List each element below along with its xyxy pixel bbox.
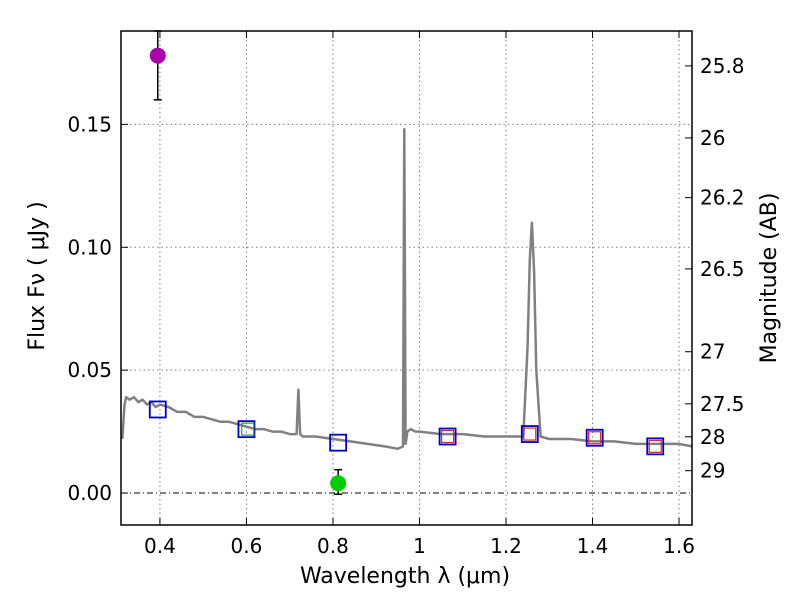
red-box-1.54: [648, 439, 662, 453]
y2-tick-label-4: 27: [700, 340, 725, 364]
magenta-point: [149, 47, 166, 64]
y-ticks: 0.00 0.05 0.10 0.15: [67, 112, 128, 505]
y-axis-title: Flux Fν ( μJy ): [25, 201, 50, 350]
x-axis-title: Wavelength λ (μm): [300, 564, 510, 589]
blue-box-0.81: [329, 433, 348, 452]
x-tick-label-5: 1.4: [577, 534, 609, 558]
blue-box-1.26: [520, 425, 539, 443]
y2-tick-label-7: 29: [700, 459, 725, 483]
green-box-0.6: [241, 422, 255, 436]
blue-box-0.6: [237, 420, 256, 439]
y2-tick-label-0: 25.8: [700, 54, 745, 78]
x-tick-label-4: 1.2: [490, 534, 522, 558]
model-spectrum-line: [121, 128, 693, 451]
x-tick-label-2: 0.8: [317, 534, 349, 558]
marker-layer: [148, 400, 665, 456]
blue-box-1.54: [646, 437, 665, 456]
plot-frame: [120, 30, 693, 526]
x-ticks: 0.4 0.6 0.8 1 1.2 1.4 1.6: [144, 31, 695, 558]
blue-box-1.4: [585, 428, 604, 447]
grid-layer: [121, 31, 692, 525]
red-box-1.07: [440, 429, 455, 444]
x-tick-label-3: 1: [413, 534, 426, 558]
x-tick-label-1: 0.6: [231, 534, 263, 558]
y-tick-label-1: 0.05: [67, 358, 112, 382]
point-layer: [149, 30, 347, 496]
x-tick-label-0: 0.4: [144, 534, 176, 558]
red-box-1.4: [588, 431, 602, 445]
y-tick-label-2: 0.10: [67, 235, 112, 259]
x-tick-label-6: 1.6: [663, 534, 695, 558]
y2-axis-title: Magnitude (AB): [757, 193, 782, 364]
y2-tick-label-2: 26.2: [700, 186, 745, 210]
y2-ticks: 25.8 26 26.2 26.5 27 27.5 28 29: [685, 54, 745, 483]
y2-tick-label-1: 26: [700, 126, 725, 150]
series-layer: [121, 128, 693, 451]
y2-tick-label-5: 27.5: [700, 392, 745, 416]
y2-tick-label-6: 28: [700, 425, 725, 449]
blue-box-0.39: [148, 400, 167, 419]
y-tick-label-3: 0.15: [67, 112, 112, 136]
y2-tick-label-3: 26.5: [700, 257, 745, 281]
red-box-1.26: [523, 427, 537, 441]
blue-box-1.07: [438, 427, 457, 446]
green-point: [330, 475, 347, 492]
y-tick-label-0: 0.00: [67, 481, 112, 505]
